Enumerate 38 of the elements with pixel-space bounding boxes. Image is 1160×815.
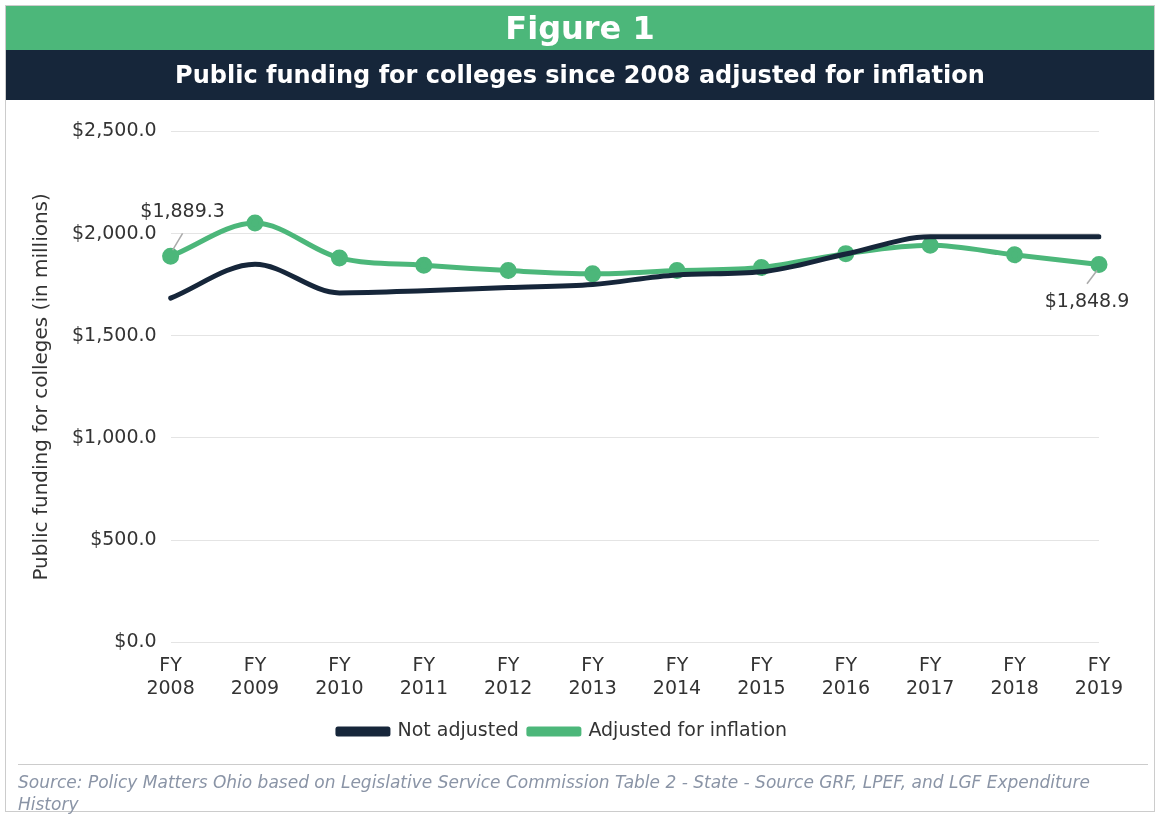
category-label: 2018 bbox=[990, 675, 1039, 698]
category-label: FY bbox=[1003, 652, 1026, 675]
chart-subtitle: Public funding for colleges since 2008 adjusted for inflation bbox=[6, 50, 1154, 100]
data-label: $1,889.3 bbox=[140, 199, 225, 222]
category-label: 2011 bbox=[399, 675, 448, 698]
category-label: FY bbox=[496, 652, 520, 675]
y-tick-label: $500.0 bbox=[90, 527, 157, 550]
category-label: 2013 bbox=[568, 675, 617, 698]
y-tick-label: $0.0 bbox=[114, 629, 157, 652]
category-label: FY bbox=[412, 652, 436, 675]
category-label: FY bbox=[159, 652, 182, 675]
category-label: 2012 bbox=[484, 675, 533, 698]
category-label: 2010 bbox=[315, 675, 364, 698]
category-label: FY bbox=[328, 652, 351, 675]
category-label: FY bbox=[581, 652, 604, 675]
category-label: 2017 bbox=[906, 675, 955, 698]
category-label: FY bbox=[834, 652, 858, 675]
y-tick-label: $2,000.0 bbox=[72, 220, 157, 243]
y-axis-title: Public funding for colleges (in millions) bbox=[28, 193, 53, 581]
legend-label: Adjusted for inflation bbox=[588, 718, 788, 741]
category-label: FY bbox=[1087, 652, 1111, 675]
category-label: 2014 bbox=[652, 675, 702, 698]
data-label: $1,848.9 bbox=[1044, 289, 1130, 312]
category-label: FY bbox=[918, 652, 942, 675]
category-label: FY bbox=[665, 652, 689, 675]
category-label: 2008 bbox=[146, 675, 195, 698]
source-note: Source: Policy Matters Ohio based on Legislative Service Commission Table 2 - State - Source GRF, LPEF, and LGF Expenditure History bbox=[18, 764, 1148, 815]
y-tick-label: $1,000.0 bbox=[72, 424, 157, 447]
y-tick-label: $1,500.0 bbox=[72, 322, 157, 345]
category-label: 2019 bbox=[1074, 675, 1124, 698]
category-label: FY bbox=[750, 652, 773, 675]
category-label: 2015 bbox=[737, 675, 786, 698]
category-label: 2016 bbox=[821, 675, 870, 698]
y-tick-label: $2,500.0 bbox=[72, 118, 157, 141]
category-label: 2009 bbox=[230, 675, 280, 698]
chart-title: Figure 1 bbox=[6, 6, 1154, 50]
category-label: FY bbox=[243, 652, 267, 675]
legend-label: Not adjusted bbox=[397, 718, 519, 741]
